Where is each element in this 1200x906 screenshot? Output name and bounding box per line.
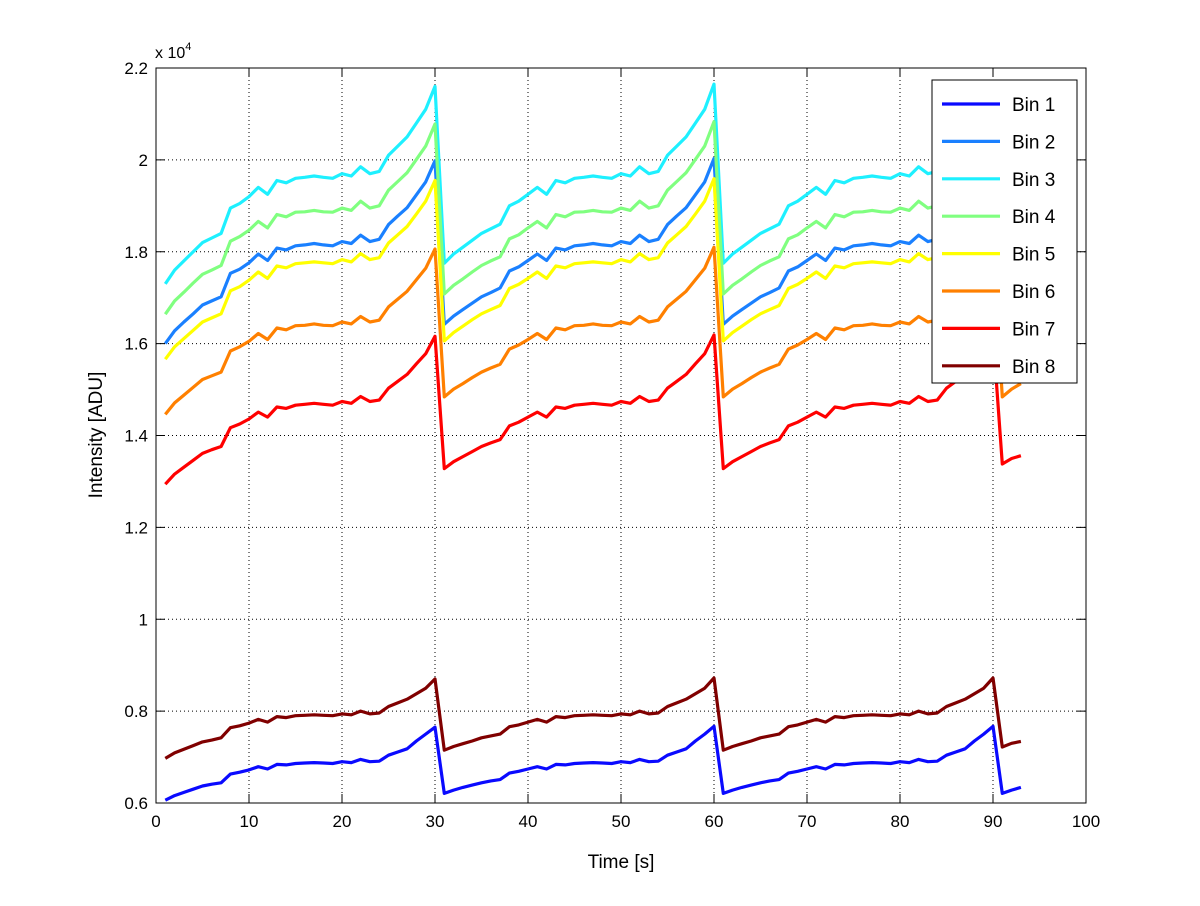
legend: Bin 1 Bin 2 Bin 3 Bin 4 Bin 5 Bin 6 Bin 7 Bin 8 (931, 79, 1078, 384)
legend-label: Bin 8 (1012, 357, 1055, 378)
legend-entry-bin-3: Bin 3 (942, 170, 1055, 191)
legend-entry-bin-7: Bin 7 (942, 319, 1055, 340)
legend-label: Bin 2 (1012, 132, 1055, 153)
series-line-bin-6 (164, 245, 1022, 416)
legend-label: Bin 3 (1012, 170, 1055, 191)
y-tick-label: 1.4 (124, 427, 148, 446)
series-line-bin-4 (163, 120, 1022, 316)
legend-entry-bin-5: Bin 5 (942, 245, 1055, 266)
legend-label: Bin 1 (1012, 95, 1055, 116)
y-tick-label: 0.6 (124, 794, 148, 813)
x-tick-label: 20 (333, 812, 352, 831)
y-tick-label: 1 (139, 610, 148, 629)
y-exponent-label: x 104 (155, 41, 191, 62)
x-tick-label: 90 (984, 812, 1003, 831)
series-lines (163, 82, 1022, 802)
y-axis-label: Intensity [ADU] (86, 372, 107, 499)
y-tick-label: 1.8 (124, 243, 148, 262)
x-tick-label: 10 (240, 812, 259, 831)
series-line-bin-5 (164, 177, 1022, 361)
legend-entry-bin-2: Bin 2 (942, 132, 1055, 153)
x-tick-label: 80 (891, 812, 910, 831)
legend-label: Bin 5 (1012, 245, 1055, 266)
x-tick-label: 70 (798, 812, 817, 831)
y-tick-label: 0.8 (124, 702, 148, 721)
y-tick-label: 1.2 (124, 518, 148, 537)
legend-entry-bin-8: Bin 8 (942, 357, 1055, 378)
y-tick-label: 2.2 (124, 59, 148, 78)
y-tick-label: 2 (139, 151, 148, 170)
ticks: 0 10 20 30 40 50 60 70 80 90 100 0.6 0.8 1 1.2 1.4 1.6 1.… (124, 59, 1100, 831)
series-line-bin-8 (164, 676, 1022, 760)
x-tick-label: 40 (519, 812, 538, 831)
series-line-bin-7 (164, 333, 1022, 486)
legend-entry-bin-4: Bin 4 (942, 207, 1056, 228)
y-tick-label: 1.6 (124, 335, 148, 354)
legend-entry-bin-6: Bin 6 (942, 282, 1055, 303)
series-line-bin-2 (164, 156, 1022, 345)
x-axis-label: Time [s] (588, 852, 655, 873)
legend-entry-bin-1: Bin 1 (942, 95, 1055, 116)
x-tick-label: 50 (612, 812, 631, 831)
series-line-bin-3 (163, 82, 1022, 285)
x-tick-label: 100 (1072, 812, 1100, 831)
legend-box (931, 79, 1078, 384)
x-tick-label: 0 (151, 812, 160, 831)
legend-label: Bin 4 (1012, 207, 1056, 228)
legend-label: Bin 6 (1012, 282, 1055, 303)
x-tick-label: 60 (705, 812, 724, 831)
series-line-bin-1 (164, 724, 1022, 802)
legend-label: Bin 7 (1012, 319, 1055, 340)
x-tick-label: 30 (426, 812, 445, 831)
